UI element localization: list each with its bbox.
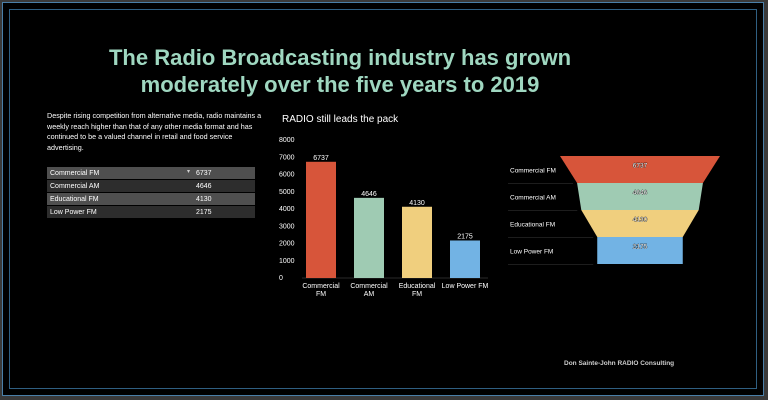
y-tick-label: 2000 [279, 241, 295, 248]
data-table: Commercial FM ▾ 6737 Commercial AM 4646 … [47, 167, 255, 219]
credit-text: Don Sainte-John RADIO Consulting [564, 360, 675, 367]
y-tick-label: 5000 [279, 189, 295, 196]
y-tick-label: 3000 [279, 223, 295, 230]
slide-inner-border [9, 9, 757, 389]
table-cell-value: 6737 [193, 167, 255, 180]
funnel-category-label: Commercial FM [510, 168, 556, 175]
funnel-segment [560, 156, 720, 183]
x-tick-label: Educational FM [399, 283, 436, 298]
x-tick-label: Commercial AM [350, 283, 388, 298]
funnel-segment [597, 237, 683, 264]
slide-description: Despite rising competition from alternat… [47, 111, 262, 152]
funnel-chart: Commercial FM 6737 Commercial AM 4646 Educat… [508, 156, 720, 265]
y-tick-label: 6000 [279, 172, 295, 179]
bar-data-label: 2175 [457, 233, 473, 240]
table-row: Low Power FM 2175 [47, 205, 255, 219]
table-cell-value: 4130 [193, 192, 255, 206]
table-row: Commercial FM ▾ 6737 [47, 167, 255, 180]
funnel-value-label: 6737 [633, 163, 648, 170]
funnel-segment [581, 210, 699, 237]
funnel-category-label: Educational FM [510, 222, 555, 229]
bar-chart: 0 1000 2000 3000 4000 5000 6000 7000 8000 6737 Com… [279, 137, 489, 298]
bar [450, 240, 480, 278]
y-tick-label: 8000 [279, 137, 295, 144]
funnel-segment [577, 183, 703, 210]
table-cell-name: Low Power FM [47, 205, 193, 219]
funnel-value-label: 2175 [633, 244, 648, 251]
table-cell-name: Commercial AM [47, 179, 193, 193]
table-cell-name[interactable]: Commercial FM ▾ [47, 167, 193, 180]
table-cell-name-text: Commercial FM [50, 169, 100, 177]
funnel-category-label: Low Power FM [510, 249, 553, 256]
bar-chart-title: RADIO still leads the pack [282, 114, 399, 125]
funnel-value-label: 4130 [633, 217, 648, 224]
table-cell-name: Educational FM [47, 192, 193, 206]
y-tick-label: 0 [279, 275, 283, 282]
table-cell-value: 4646 [193, 179, 255, 193]
funnel-value-label: 4646 [633, 190, 648, 197]
bar-data-label: 6737 [313, 155, 329, 162]
y-tick-label: 7000 [279, 154, 295, 161]
chevron-down-icon[interactable]: ▾ [186, 169, 190, 175]
funnel-category-label: Commercial AM [510, 195, 556, 202]
bar [306, 161, 336, 278]
x-tick-label: Commercial FM [302, 283, 340, 298]
bar [402, 206, 432, 278]
table-cell-value: 2175 [193, 205, 255, 219]
y-tick-label: 4000 [279, 206, 295, 213]
x-tick-label: Low Power FM [442, 283, 489, 290]
table-row: Commercial AM 4646 [47, 179, 255, 193]
table-row: Educational FM 4130 [47, 192, 255, 206]
bar-data-label: 4130 [409, 200, 425, 207]
bar-data-label: 4646 [361, 191, 377, 198]
bar [354, 197, 384, 278]
y-tick-label: 1000 [279, 258, 295, 265]
slide-title: The Radio Broadcasting industry has grow… [108, 45, 572, 97]
